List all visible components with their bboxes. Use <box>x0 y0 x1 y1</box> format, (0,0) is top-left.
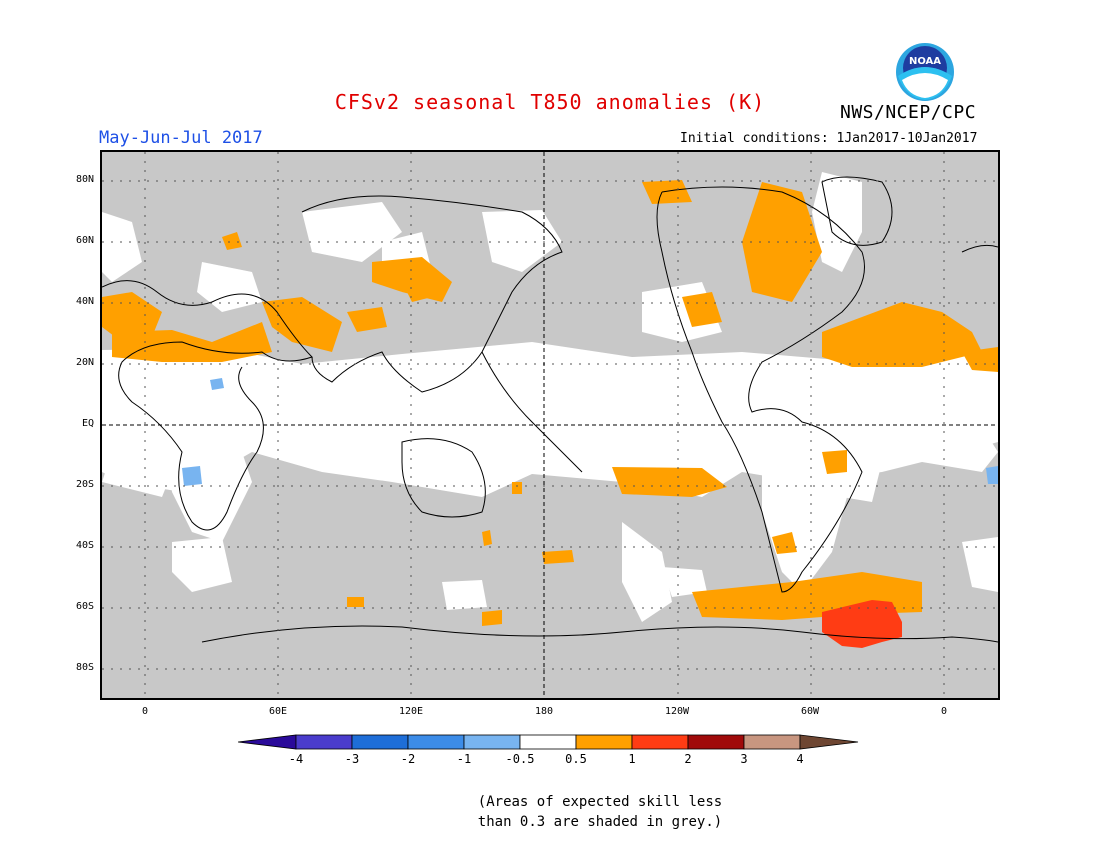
noaa-logo-icon: NOAA <box>896 43 954 101</box>
colorbar-label: 3 <box>740 752 748 766</box>
lat-label: 20N <box>75 357 94 368</box>
anomaly-map <box>100 150 1000 700</box>
map-canvas <box>102 152 998 698</box>
colorbar-swatch <box>575 734 633 750</box>
colorbar-swatch <box>407 734 465 750</box>
lat-label: 80S <box>75 662 94 673</box>
lat-label: 60N <box>75 235 94 246</box>
colorbar-label: -0.5 <box>505 752 535 766</box>
lat-label: 60S <box>75 601 94 612</box>
lon-label: 120W <box>664 706 690 717</box>
colorbar-label: 0.5 <box>565 752 587 766</box>
graticule <box>102 152 998 698</box>
lon-label: 60W <box>800 706 820 717</box>
skill-note: (Areas of expected skill less than 0.3 a… <box>0 792 1100 832</box>
lat-label: 20S <box>75 479 94 490</box>
colorbar-swatch <box>519 734 577 750</box>
lon-label: 0 <box>141 706 149 717</box>
colorbar-label: 4 <box>796 752 804 766</box>
colorbar-label: -3 <box>344 752 360 766</box>
colorbar-swatch <box>799 734 859 750</box>
reference-lines <box>102 152 998 698</box>
season-label: May-Jun-Jul 2017 <box>99 128 263 148</box>
colorbar-swatch <box>631 734 689 750</box>
lat-label: 40N <box>75 296 94 307</box>
skill-note-line: (Areas of expected skill less <box>477 794 723 810</box>
map-title: CFSv2 seasonal T850 anomalies (K) <box>334 90 766 114</box>
warm-anomaly-regions <box>102 180 998 626</box>
colorbar <box>238 734 859 750</box>
colorbar-swatch <box>238 734 297 750</box>
colorbar-label: 1 <box>628 752 636 766</box>
colorbar-swatch <box>687 734 745 750</box>
colorbar-label: -2 <box>400 752 416 766</box>
colorbar-label: -1 <box>456 752 472 766</box>
lat-label: EQ <box>81 418 94 429</box>
lon-label: 180 <box>534 706 554 717</box>
lat-label: 80N <box>75 174 94 185</box>
coastlines <box>102 176 998 643</box>
skill-note-line: than 0.3 are shaded in grey.) <box>477 814 723 830</box>
lon-label: 60E <box>268 706 288 717</box>
colorbar-label: -4 <box>288 752 304 766</box>
organization-label: NWS/NCEP/CPC <box>840 102 977 123</box>
cool-anomaly-regions <box>182 378 998 486</box>
noaa-logo-text: NOAA <box>909 56 941 67</box>
colorbar-swatch <box>295 734 353 750</box>
colorbar-swatch <box>351 734 409 750</box>
initial-conditions-label: Initial conditions: 1Jan2017-10Jan2017 <box>680 131 978 146</box>
colorbar-label: 2 <box>684 752 692 766</box>
colorbar-swatch <box>463 734 521 750</box>
colorbar-swatch <box>743 734 801 750</box>
lon-label: 0 <box>940 706 948 717</box>
lat-label: 40S <box>75 540 94 551</box>
lon-label: 120E <box>398 706 424 717</box>
